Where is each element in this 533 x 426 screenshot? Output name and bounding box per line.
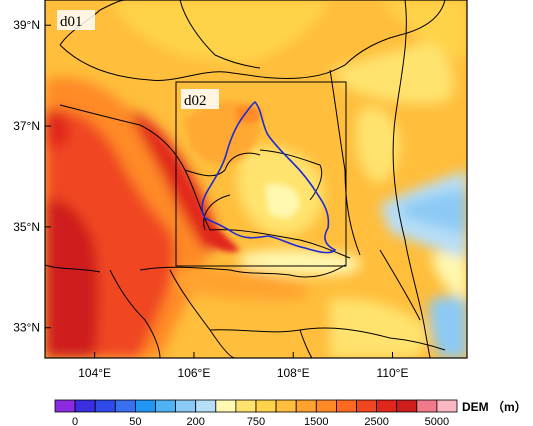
lon-tick-label: 110°E xyxy=(377,366,409,380)
colorbar-tick-label: 0 xyxy=(72,416,78,426)
inner-domain-label: d02 xyxy=(184,93,207,109)
colorbar-tick-label: 1500 xyxy=(304,416,328,426)
colorbar-swatch xyxy=(255,399,277,413)
inner-domain-box xyxy=(175,81,347,267)
colorbar-swatch xyxy=(416,399,438,413)
lat-tick-label: 35°N xyxy=(13,220,40,234)
colorbar-swatch xyxy=(195,399,217,413)
province-boundaries xyxy=(45,0,446,358)
colorbar-swatch xyxy=(376,399,398,413)
colorbar-swatch xyxy=(396,399,418,413)
lat-tick-label: 39°N xyxy=(13,18,40,32)
colorbar-swatch xyxy=(436,399,458,413)
colorbar-swatch xyxy=(54,399,76,413)
colorbar-swatch xyxy=(335,399,357,413)
lon-tick-label: 108°E xyxy=(277,366,310,380)
colorbar-tick-label: 200 xyxy=(187,416,205,426)
lon-tick-label: 104°E xyxy=(78,366,111,380)
colorbar-swatch xyxy=(275,399,297,413)
map-frame xyxy=(44,0,468,359)
colorbar-tick-label: 50 xyxy=(129,416,141,426)
colorbar-swatch xyxy=(315,399,337,413)
colorbar-swatch xyxy=(155,399,177,413)
dem-shaded-terrain xyxy=(45,0,467,358)
lat-tick-label: 37°N xyxy=(13,119,40,133)
outer-domain-label: d01 xyxy=(60,14,83,30)
colorbar-labels: 0 50 200 750 1500 2500 5000 xyxy=(72,416,449,426)
longitude-ticks: 104°E 106°E 108°E 110°E xyxy=(78,352,408,380)
colorbar-swatch xyxy=(114,399,136,413)
colorbar-swatch xyxy=(356,399,378,413)
colorbar-swatch xyxy=(295,399,317,413)
colorbar xyxy=(54,399,458,413)
colorbar-swatch xyxy=(175,399,197,413)
colorbar-swatch xyxy=(134,399,156,413)
colorbar-tick-label: 750 xyxy=(247,416,265,426)
lon-tick-label: 106°E xyxy=(178,366,211,380)
colorbar-swatch xyxy=(74,399,96,413)
colorbar-title: DEM （m） xyxy=(462,399,527,414)
outer-domain-label-box xyxy=(57,10,95,30)
colorbar-swatch xyxy=(94,399,116,413)
lat-tick-label: 33°N xyxy=(13,321,40,335)
basin-outline xyxy=(201,100,337,254)
colorbar-swatch xyxy=(235,399,257,413)
latitude-ticks: 39°N 37°N 35°N 33°N xyxy=(13,18,51,335)
colorbar-tick-label: 2500 xyxy=(364,416,388,426)
colorbar-tick-label: 5000 xyxy=(425,416,449,426)
colorbar-swatch xyxy=(215,399,237,413)
inner-domain-label-box xyxy=(181,89,219,109)
